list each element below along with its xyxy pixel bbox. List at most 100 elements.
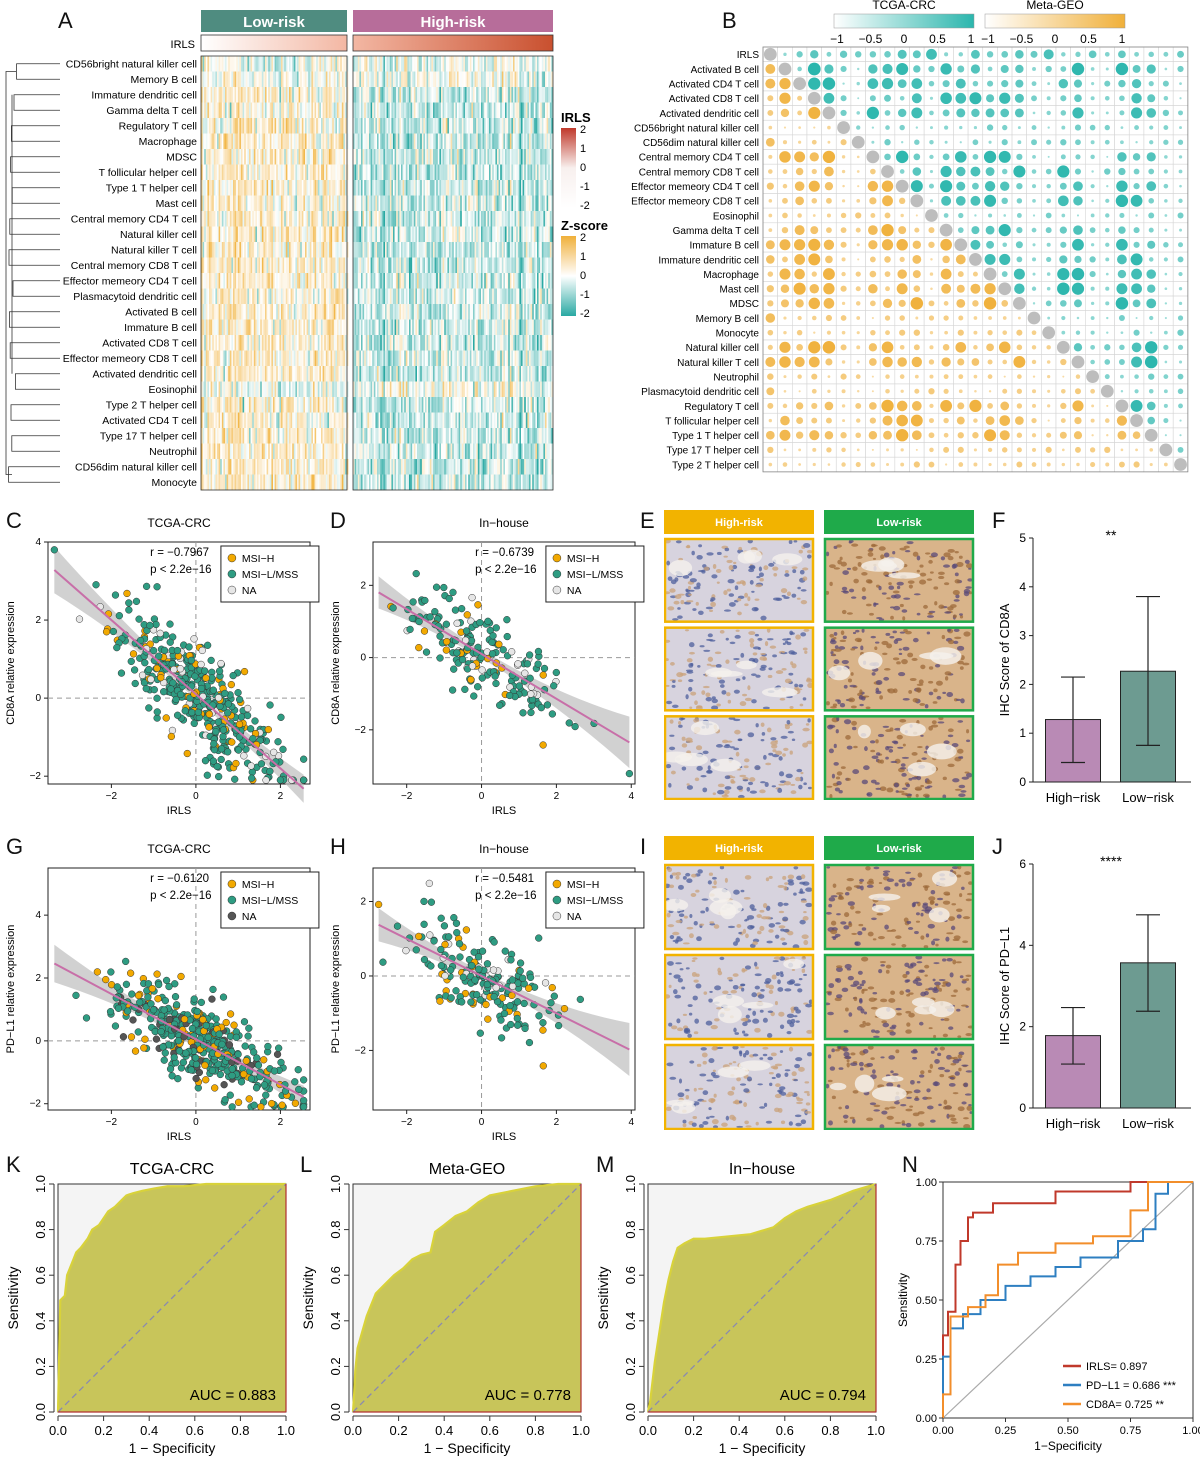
heat-cell: [365, 71, 368, 88]
heat-cell: [207, 195, 210, 212]
heat-cell: [205, 180, 208, 196]
heat-cell: [460, 180, 462, 196]
heat-cell: [207, 149, 210, 165]
heat-cell: [319, 242, 322, 258]
heat-cell: [455, 133, 458, 150]
heat-cell: [468, 428, 470, 444]
heat-cell: [298, 319, 301, 336]
heat-cell: [405, 102, 408, 119]
heat-cell: [397, 443, 400, 460]
heat-cell: [306, 242, 309, 258]
heat-cell: [308, 474, 310, 491]
heat-cell: [260, 211, 262, 227]
heat-cell: [359, 428, 362, 444]
heat-cell: [409, 164, 411, 181]
heat-cell: [225, 459, 227, 475]
heat-cell: [433, 164, 435, 181]
heat-cell: [229, 288, 232, 305]
heat-cell: [226, 288, 229, 305]
heat-cell: [343, 474, 346, 491]
heat-cell: [393, 273, 395, 289]
heat-cell: [346, 71, 349, 88]
heat-cell: [474, 474, 477, 491]
heat-cell: [220, 87, 222, 103]
heat-cell: [434, 71, 437, 88]
heat-cell: [341, 381, 344, 398]
heat-cell: [258, 273, 261, 289]
heat-cell: [369, 366, 371, 382]
heat-cell: [241, 242, 243, 258]
heat-cell: [469, 443, 472, 460]
heat-cell: [420, 319, 422, 336]
heat-cell: [271, 149, 274, 165]
heat-cell: [279, 474, 282, 491]
heat-cell: [391, 257, 394, 274]
heat-cell: [447, 133, 450, 150]
heat-cell: [353, 335, 355, 351]
heat-cell: [322, 164, 325, 181]
heat-cell: [311, 226, 314, 243]
heat-cell: [404, 257, 406, 274]
heat-cell: [429, 335, 432, 351]
heat-cell: [300, 288, 302, 305]
heat-cell: [393, 71, 395, 88]
heat-cell: [201, 257, 203, 274]
heat-cell: [433, 273, 435, 289]
heat-cell: [468, 257, 470, 274]
heat-cell: [289, 397, 291, 413]
heat-cell: [369, 428, 371, 444]
heat-cell: [481, 443, 483, 460]
heat-cell: [306, 102, 309, 119]
heat-cell: [394, 288, 397, 305]
heat-cell: [327, 381, 330, 398]
heat-cell: [357, 211, 360, 227]
heat-cell: [471, 118, 474, 134]
heat-cell: [295, 366, 298, 382]
heat-cell: [373, 273, 376, 289]
heat-cell: [413, 211, 416, 227]
heat-cell: [324, 428, 326, 444]
heat-cell: [426, 366, 429, 382]
heat-cell: [426, 474, 429, 491]
heat-cell: [335, 71, 338, 88]
heat-cell: [357, 474, 360, 491]
heat-cell: [284, 180, 286, 196]
heat-cell: [217, 335, 219, 351]
heat-cell: [447, 288, 450, 305]
heat-cell: [234, 366, 237, 382]
heat-cell: [266, 242, 269, 258]
heat-cell: [481, 350, 483, 367]
heat-cell: [458, 149, 461, 165]
heat-cell: [407, 87, 410, 103]
heat-cell: [308, 226, 310, 243]
heat-cell: [468, 242, 470, 258]
heat-cell: [317, 226, 320, 243]
heat-cell: [316, 164, 318, 181]
heat-cell: [233, 242, 235, 258]
heat-cell: [333, 118, 336, 134]
heat-cell: [237, 443, 240, 460]
heat-cell: [295, 443, 298, 460]
heat-cell: [253, 56, 256, 72]
heat-cell: [428, 164, 430, 181]
heat-cell: [330, 474, 333, 491]
heat-cell: [423, 288, 426, 305]
heat-cell: [421, 211, 424, 227]
heat-cell: [201, 211, 203, 227]
heat-cell: [487, 474, 490, 491]
heat-cell: [452, 443, 454, 460]
heat-cell: [479, 350, 482, 367]
heat-cell: [489, 164, 491, 181]
heat-cell: [226, 366, 229, 382]
heat-cell: [271, 56, 274, 72]
heat-cell: [476, 164, 478, 181]
heat-cell: [396, 56, 398, 72]
heat-cell: [375, 195, 378, 212]
heat-cell: [234, 319, 237, 336]
heat-cell: [365, 87, 368, 103]
heat-cell: [215, 87, 218, 103]
heat-cell: [343, 381, 346, 398]
heat-cell: [345, 242, 347, 258]
heat-cell: [439, 226, 442, 243]
heat-cell: [423, 350, 426, 367]
